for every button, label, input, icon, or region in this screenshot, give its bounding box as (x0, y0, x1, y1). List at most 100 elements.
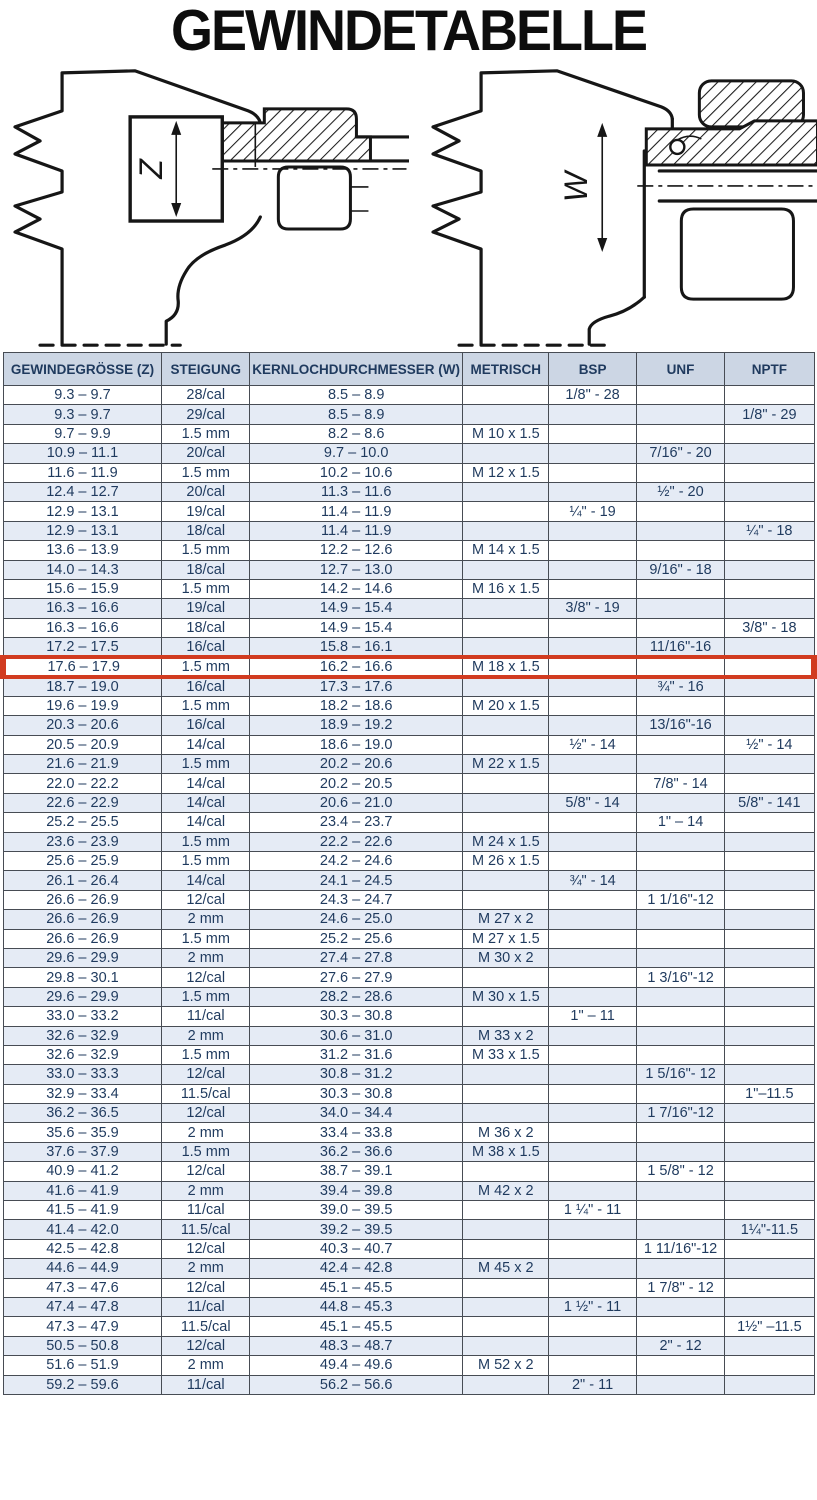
table-cell: 47.4 – 47.8 (2, 1296, 163, 1318)
table-cell: M 22 x 1.5 (462, 754, 550, 775)
table-cell: 13.6 – 13.9 (2, 540, 163, 561)
table-cell: 42.4 – 42.8 (249, 1258, 464, 1279)
table-cell: 25.2 – 25.5 (2, 812, 163, 833)
table-cell (462, 481, 550, 503)
table-row: 47.3 – 47.9 11.5/cal 45.1 – 45.5 1½" –11.5 (2, 1316, 815, 1337)
table-cell: M 30 x 2 (462, 947, 550, 969)
table-cell: 2" - 12 (635, 1335, 726, 1357)
table-cell (548, 928, 637, 949)
table-row: 17.2 – 17.5 16/cal 15.8 – 16.1 11/16"-16 (2, 637, 815, 658)
table-cell (548, 754, 637, 775)
table-cell (548, 443, 637, 464)
table-cell: 1 11/16"-12 (635, 1238, 726, 1260)
table-row: 26.6 – 26.9 1.5 mm 25.2 – 25.6 M 27 x 1.5 (2, 928, 815, 949)
table-cell: 27.6 – 27.9 (249, 967, 464, 988)
table-cell (635, 501, 726, 522)
table-cell (548, 715, 637, 736)
table-cell: 40.9 – 41.2 (2, 1161, 163, 1182)
table-cell: 11/cal (161, 1006, 251, 1027)
table-cell (724, 540, 815, 561)
table-cell (548, 540, 637, 561)
table-cell (548, 889, 637, 911)
table-cell: 20.6 – 21.0 (249, 792, 464, 814)
table-cell (724, 1180, 815, 1202)
page-title: GEWINDETABELLE (171, 0, 648, 63)
table-cell: 2" - 11 (548, 1374, 637, 1395)
table-cell: 11/cal (161, 1296, 251, 1318)
table-cell: M 27 x 2 (462, 909, 550, 930)
table-cell: 18.6 – 19.0 (249, 734, 464, 756)
table-row: 11.6 – 11.9 1.5 mm 10.2 – 10.6 M 12 x 1.5 (2, 462, 815, 483)
table-cell: 7/8" - 14 (635, 773, 726, 794)
table-cell: ¾" - 16 (635, 676, 726, 697)
table-row: 40.9 – 41.2 12/cal 38.7 – 39.1 1 5/8" - 12 (2, 1161, 815, 1182)
table-cell: 44.8 – 45.3 (249, 1296, 464, 1318)
table-cell: 17.6 – 17.9 (0, 654, 163, 679)
table-cell: 1" – 11 (548, 1006, 637, 1027)
table-cell: 20/cal (161, 443, 251, 464)
table-cell: 9.7 – 9.9 (2, 423, 163, 445)
table-cell (635, 734, 726, 756)
table-cell: 11/cal (161, 1374, 251, 1395)
table-cell (635, 754, 726, 775)
table-cell (548, 1064, 637, 1085)
table-cell: ½" - 14 (724, 734, 815, 756)
table-cell: 33.0 – 33.3 (2, 1064, 163, 1085)
table-cell (724, 1064, 815, 1085)
table-cell (635, 1355, 726, 1376)
table-cell: M 16 x 1.5 (462, 578, 550, 600)
table-cell: 14.2 – 14.6 (249, 578, 464, 600)
table-cell: 15.8 – 16.1 (249, 637, 464, 658)
table-cell: 41.4 – 42.0 (2, 1219, 163, 1240)
table-cell (724, 598, 815, 619)
table-cell (548, 909, 637, 930)
table-cell (635, 423, 726, 445)
table-row: 33.0 – 33.3 12/cal 30.8 – 31.2 1 5/16"- 12 (2, 1064, 815, 1085)
table-cell: 44.6 – 44.9 (2, 1258, 163, 1279)
table-row: 44.6 – 44.9 2 mm 42.4 – 42.8 M 45 x 2 (2, 1258, 815, 1279)
table-cell (462, 598, 550, 619)
table-cell (462, 812, 550, 833)
table-cell: 36.2 – 36.5 (2, 1103, 163, 1124)
col-header-kernlochdurchmesser: KERNLOCHDURCHMESSER (W) (249, 352, 464, 386)
table-cell (635, 1083, 726, 1105)
table-cell: 28.2 – 28.6 (249, 986, 464, 1008)
table-cell: ¼" - 18 (724, 520, 815, 542)
table-cell (548, 831, 637, 852)
table-cell: 14/cal (161, 734, 251, 756)
table-cell: 1 7/8" - 12 (635, 1277, 726, 1298)
table-cell (635, 404, 726, 425)
table-cell: 2 mm (161, 1355, 251, 1376)
table-row: 21.6 – 21.9 1.5 mm 20.2 – 20.6 M 22 x 1.5 (2, 754, 815, 775)
table-cell (724, 578, 815, 600)
table-row: 16.3 – 16.6 19/cal 14.9 – 15.4 3/8" - 19 (2, 598, 815, 619)
table-row: 26.1 – 26.4 14/cal 24.1 – 24.5 ¾" - 14 (2, 870, 815, 891)
table-cell: 1.5 mm (161, 654, 251, 679)
table-cell: 1¼"-11.5 (724, 1219, 815, 1240)
table-cell: 1.5 mm (161, 928, 251, 949)
table-cell: 39.4 – 39.8 (249, 1180, 464, 1202)
table-cell (548, 1044, 637, 1066)
table-cell: 28/cal (161, 384, 251, 406)
table-cell (724, 1103, 815, 1124)
table-cell: 39.0 – 39.5 (249, 1200, 464, 1221)
table-cell (548, 423, 637, 445)
table-cell (462, 617, 550, 639)
table-row: 25.2 – 25.5 14/cal 23.4 – 23.7 1" – 14 (2, 812, 815, 833)
table-cell: 2 mm (161, 909, 251, 930)
table-cell (635, 870, 726, 891)
table-cell: 11/16"-16 (635, 637, 726, 658)
table-cell: 2 mm (161, 1122, 251, 1143)
table-row: 41.6 – 41.9 2 mm 39.4 – 39.8 M 42 x 2 (2, 1180, 815, 1202)
table-cell: 16.3 – 16.6 (2, 617, 163, 639)
table-cell: 1.5 mm (161, 695, 251, 717)
table-cell (462, 870, 550, 891)
table-cell (724, 1335, 815, 1357)
table-row: 20.3 – 20.6 16/cal 18.9 – 19.2 13/16"-16 (2, 715, 815, 736)
table-cell: 12.9 – 13.1 (2, 520, 163, 542)
table-cell: M 18 x 1.5 (462, 654, 550, 679)
table-cell: 23.4 – 23.7 (249, 812, 464, 833)
col-header-bsp: BSP (548, 352, 637, 386)
table-row: 51.6 – 51.9 2 mm 49.4 – 49.6 M 52 x 2 (2, 1355, 815, 1376)
table-cell (462, 792, 550, 814)
